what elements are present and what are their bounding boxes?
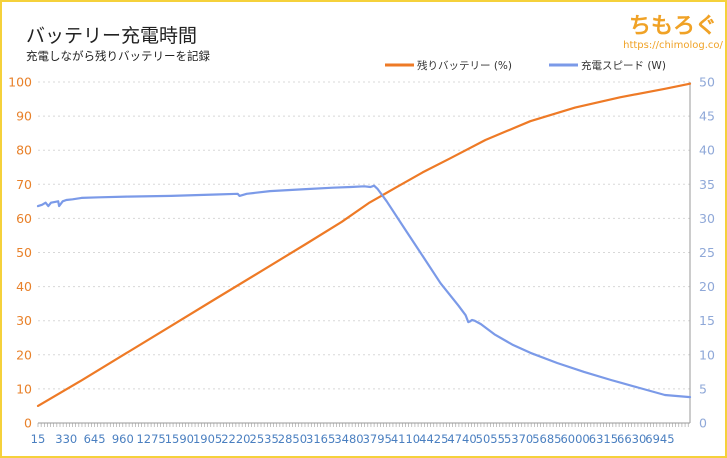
x-tick-label: 3795 [363, 432, 392, 446]
legend-label-battery: 残りバッテリー (%) [417, 59, 512, 72]
x-tick-label: 2535 [250, 432, 279, 446]
x-tick-label: 1590 [165, 432, 194, 446]
y-left-tick-label: 100 [8, 75, 32, 90]
x-tick-label: 4740 [447, 432, 476, 446]
x-tick-label: 3480 [334, 432, 363, 446]
y-left-tick-label: 50 [16, 245, 32, 260]
x-tick-label: 1275 [136, 432, 165, 446]
x-tick-label: 5370 [504, 432, 533, 446]
x-tick-label: 6630 [617, 432, 646, 446]
y-right-tick-label: 10 [699, 347, 715, 362]
x-tick-label: 4110 [391, 432, 420, 446]
axes: 0 10 20 30 40 50 60 70 80 90 100 0 5 10 15 20 25 30 35 40 45… [8, 75, 715, 447]
y-left-tick-label: 70 [16, 177, 32, 192]
y-left-tick-label: 60 [16, 211, 32, 226]
y-right-tick-label: 5 [699, 381, 707, 396]
x-tick-label: 5055 [476, 432, 505, 446]
y-left-tick-label: 10 [16, 381, 32, 396]
brand-url: https://chimolog.co/ [623, 40, 723, 51]
y-right-tick-label: 0 [699, 416, 707, 431]
battery-series-line [36, 82, 692, 407]
gridlines [38, 81, 690, 390]
x-tick-label: 15 [31, 432, 46, 446]
x-tick-label: 6315 [589, 432, 618, 446]
speed-series-line [36, 184, 692, 399]
y-left-tick-label: 90 [16, 109, 32, 124]
chart-subtitle: 充電しながら残りバッテリーを記録 [26, 49, 210, 63]
x-tick-label: 2220 [221, 432, 250, 446]
y-left-tick-label: 0 [24, 416, 32, 431]
x-tick-label: 330 [55, 432, 77, 446]
series-lines [36, 82, 692, 407]
x-tick-label: 6945 [645, 432, 674, 446]
brand-logo: ちもろぐ [629, 14, 717, 39]
y-left-tick-label: 80 [16, 143, 32, 158]
y-right-tick-label: 20 [699, 279, 715, 294]
x-tick-label: 1905 [193, 432, 222, 446]
y-right-tick-label: 50 [699, 75, 715, 90]
x-tick-label: 960 [112, 432, 134, 446]
y-right-tick-label: 25 [699, 245, 715, 260]
x-tick-label: 3165 [306, 432, 335, 446]
y-left-tick-label: 40 [16, 279, 32, 294]
chart-title: バッテリー充電時間 [26, 25, 197, 47]
legend: 残りバッテリー (%) 充電スピード (W) [385, 59, 666, 72]
y-right-tick-label: 45 [699, 109, 715, 124]
x-tick-label: 6000 [560, 432, 589, 446]
y-right-tick-label: 15 [699, 313, 715, 328]
legend-label-speed: 充電スピード (W) [581, 59, 666, 72]
y-left-tick-label: 30 [16, 313, 32, 328]
x-tick-label: 2850 [278, 432, 307, 446]
y-right-tick-label: 30 [699, 211, 715, 226]
x-tick-label: 5685 [532, 432, 561, 446]
y-left-tick-label: 20 [16, 347, 32, 362]
y-right-tick-label: 40 [699, 143, 715, 158]
x-tick-label: 645 [84, 432, 106, 446]
x-tick-label: 4425 [419, 432, 448, 446]
y-right-tick-label: 35 [699, 177, 715, 192]
